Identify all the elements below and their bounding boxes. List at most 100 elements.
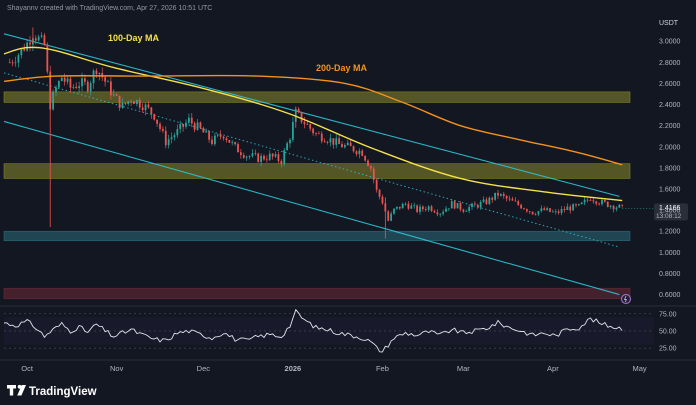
price-tick-label: 3.0000 [659, 39, 681, 46]
candle [592, 197, 595, 204]
time-tick-label: 2026 [285, 364, 302, 373]
candle [364, 155, 367, 162]
candle [549, 207, 551, 213]
candle-body [190, 117, 193, 124]
candle [433, 209, 436, 214]
candle-body [476, 204, 479, 208]
candle-body [251, 153, 254, 157]
candle [551, 209, 554, 213]
candle-body [237, 144, 239, 153]
candle-body [609, 205, 612, 207]
candle-body [196, 122, 199, 130]
candle-body [239, 152, 242, 155]
candle [52, 89, 55, 111]
candle [372, 166, 375, 184]
candle-body [257, 153, 260, 163]
candle-body [20, 48, 23, 56]
candle-body [375, 179, 378, 190]
candle-body [598, 203, 601, 205]
price-tick-label: 1.4000 [659, 208, 681, 215]
candle-body [40, 35, 43, 37]
candle [557, 209, 560, 215]
candle [34, 35, 37, 45]
candle-body [393, 208, 395, 214]
candle-body [170, 137, 173, 140]
candle-body [248, 156, 251, 157]
candle-body [577, 204, 580, 206]
candle-body [534, 214, 537, 216]
candle [274, 151, 277, 159]
candle [401, 202, 404, 209]
candle [309, 123, 312, 132]
candle [75, 82, 78, 89]
price-tick-label: 1.8000 [659, 165, 681, 172]
candle-body [531, 211, 534, 215]
price-axis[interactable]: 3.0000 2.8000 2.6000 2.4000 2.2000 2.0000 1.80… [659, 39, 681, 299]
candle-body [60, 77, 63, 82]
candle [497, 189, 499, 200]
candle-body [367, 160, 369, 167]
candle-body [378, 189, 381, 197]
candle-body [491, 197, 494, 200]
candle [118, 95, 121, 111]
rsi-axis[interactable]: 75.00 50.00 25.00 [659, 311, 677, 352]
candle [17, 53, 20, 68]
candle [182, 123, 185, 132]
candle [303, 117, 306, 129]
resistance-zone-upper [3, 91, 631, 103]
candle [127, 100, 130, 106]
candle [369, 164, 372, 173]
rsi-indicator [3, 308, 654, 353]
candle-body [43, 35, 46, 45]
candle [416, 204, 419, 214]
tradingview-logo[interactable]: TradingView [6, 384, 97, 398]
currency-label: USDT [659, 20, 679, 27]
candle [471, 202, 473, 210]
candle [254, 149, 257, 156]
time-tick-label: Apr [547, 364, 559, 373]
candle [583, 196, 586, 206]
candle [528, 210, 531, 214]
candle [130, 99, 133, 106]
alert-icon[interactable] [620, 293, 632, 305]
candle-body [150, 107, 153, 115]
candle-body [315, 133, 317, 134]
tradingview-logo-icon [6, 384, 26, 396]
time-axis[interactable]: Oct Nov Dec 2026 Feb Mar Apr May [21, 364, 647, 373]
candle-body [537, 211, 540, 215]
candle-body [326, 142, 329, 144]
candle-body [459, 203, 462, 210]
resistance-zone-lower [3, 163, 631, 179]
candle-body [621, 204, 624, 206]
candle-body [473, 203, 476, 205]
demand-zone [3, 287, 631, 300]
candle-body [164, 130, 167, 146]
candle [37, 34, 40, 42]
candle-body [86, 81, 89, 92]
candle-body [17, 55, 20, 63]
candle [563, 206, 566, 213]
current-price-value: 1.4166 [659, 205, 681, 212]
candle-body [63, 77, 66, 82]
candle [190, 113, 193, 128]
candle [589, 197, 592, 201]
candle [268, 150, 271, 162]
candle [517, 199, 520, 207]
candle-body [575, 204, 577, 206]
candle-body [57, 81, 60, 88]
candle [355, 150, 358, 157]
candle-body [312, 128, 315, 134]
rsi-pane[interactable] [3, 308, 654, 353]
candle [167, 134, 170, 149]
candle [199, 121, 202, 130]
candle-body [144, 104, 147, 111]
candle-body [161, 128, 164, 131]
candle-body [225, 138, 228, 141]
candle [361, 149, 364, 157]
candle-body [92, 70, 95, 84]
candle-body [320, 133, 323, 142]
candle-body [263, 155, 265, 160]
candle-body [361, 150, 364, 156]
candle [442, 209, 445, 216]
